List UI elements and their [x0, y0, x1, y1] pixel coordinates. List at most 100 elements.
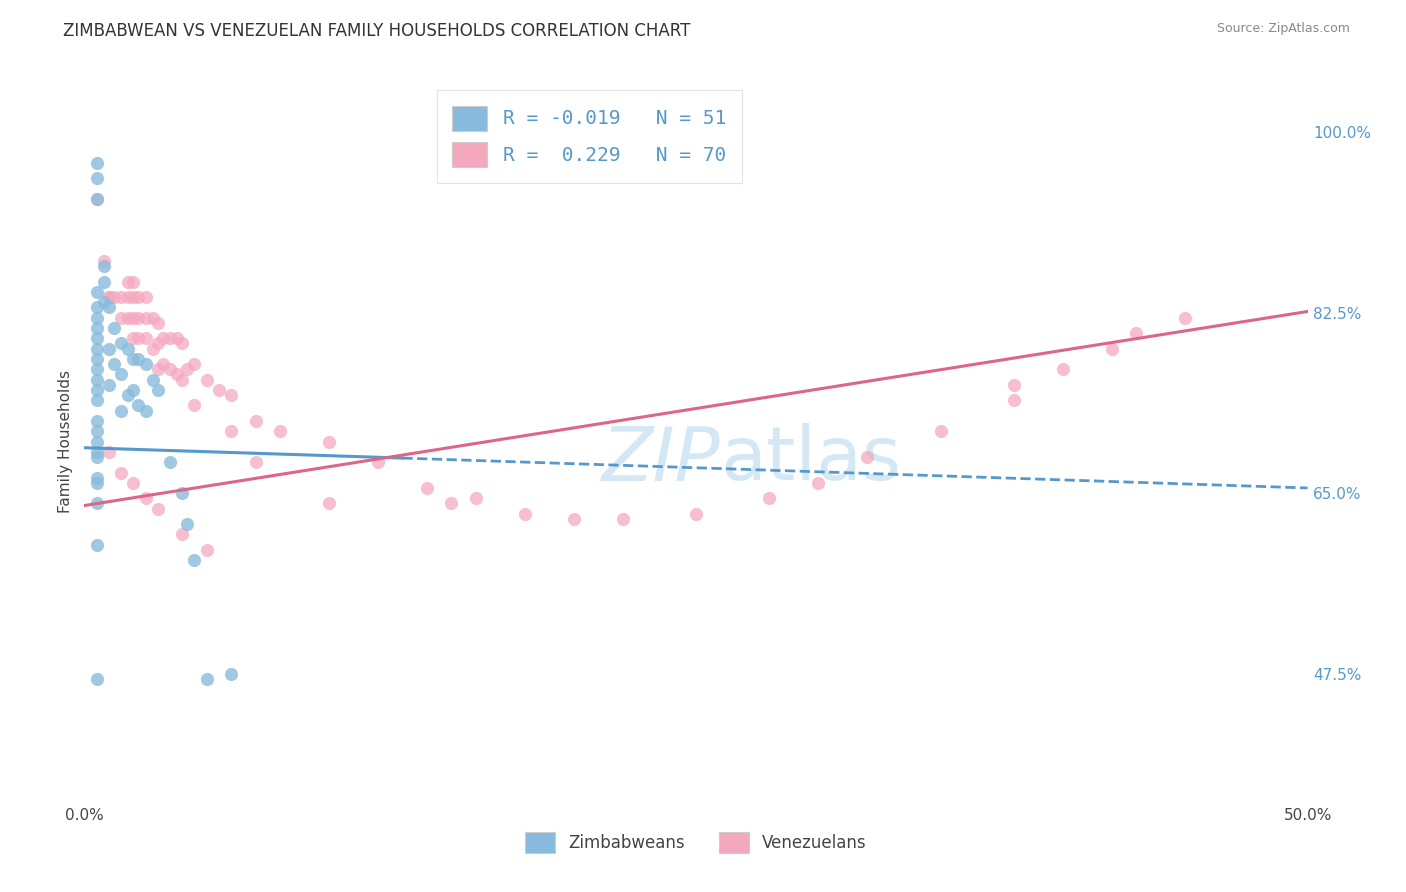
- Point: [86, 351, 108, 366]
- Point: [135, 290, 157, 304]
- Point: [86, 383, 108, 397]
- Point: [93, 295, 115, 310]
- Point: [117, 388, 139, 402]
- Text: Source: ZipAtlas.com: Source: ZipAtlas.com: [1216, 22, 1350, 36]
- Point: [208, 383, 231, 397]
- Point: [86, 434, 108, 449]
- Point: [97, 290, 120, 304]
- Y-axis label: Family Households: Family Households: [58, 370, 73, 513]
- Point: [103, 290, 125, 304]
- Point: [176, 517, 198, 532]
- Point: [146, 336, 169, 351]
- Point: [86, 414, 108, 428]
- Point: [86, 192, 108, 206]
- Point: [110, 336, 132, 351]
- Point: [146, 501, 169, 516]
- Point: [97, 445, 120, 459]
- Point: [612, 512, 634, 526]
- Point: [152, 331, 174, 345]
- Point: [166, 368, 188, 382]
- Point: [86, 450, 108, 464]
- Point: [93, 259, 115, 273]
- Point: [166, 331, 188, 345]
- Point: [856, 450, 879, 464]
- Point: [86, 362, 108, 376]
- Point: [219, 388, 242, 402]
- Point: [122, 383, 145, 397]
- Point: [195, 373, 218, 387]
- Point: [172, 336, 194, 351]
- Point: [122, 351, 145, 366]
- Point: [513, 507, 536, 521]
- Point: [86, 321, 108, 335]
- Point: [159, 362, 181, 376]
- Text: ZIMBABWEAN VS VENEZUELAN FAMILY HOUSEHOLDS CORRELATION CHART: ZIMBABWEAN VS VENEZUELAN FAMILY HOUSEHOL…: [63, 22, 690, 40]
- Point: [93, 254, 115, 268]
- Point: [440, 496, 463, 510]
- Point: [86, 171, 108, 186]
- Point: [195, 672, 218, 686]
- Point: [86, 475, 108, 490]
- Point: [86, 496, 108, 510]
- Point: [367, 455, 389, 469]
- Point: [86, 538, 108, 552]
- Point: [127, 310, 149, 325]
- Point: [117, 275, 139, 289]
- Point: [1125, 326, 1147, 341]
- Point: [110, 290, 132, 304]
- Text: atlas: atlas: [720, 423, 901, 496]
- Point: [1101, 342, 1123, 356]
- Point: [122, 275, 145, 289]
- Point: [110, 403, 132, 417]
- Point: [152, 357, 174, 371]
- Point: [122, 475, 145, 490]
- Point: [1002, 393, 1025, 408]
- Point: [110, 368, 132, 382]
- Point: [122, 331, 145, 345]
- Point: [183, 357, 205, 371]
- Point: [929, 424, 952, 438]
- Point: [1174, 310, 1197, 325]
- Point: [176, 362, 198, 376]
- Point: [245, 455, 267, 469]
- Point: [93, 275, 115, 289]
- Point: [127, 351, 149, 366]
- Point: [1002, 377, 1025, 392]
- Point: [135, 403, 157, 417]
- Point: [110, 310, 132, 325]
- Point: [159, 331, 181, 345]
- Point: [97, 301, 120, 315]
- Point: [86, 331, 108, 345]
- Point: [127, 290, 149, 304]
- Point: [146, 362, 169, 376]
- Point: [245, 414, 267, 428]
- Point: [219, 424, 242, 438]
- Point: [159, 455, 181, 469]
- Point: [172, 373, 194, 387]
- Point: [146, 383, 169, 397]
- Point: [103, 321, 125, 335]
- Point: [142, 310, 165, 325]
- Point: [195, 542, 218, 557]
- Point: [758, 491, 780, 506]
- Point: [318, 434, 340, 449]
- Point: [135, 357, 157, 371]
- Point: [86, 445, 108, 459]
- Point: [562, 512, 585, 526]
- Point: [86, 192, 108, 206]
- Point: [318, 496, 340, 510]
- Point: [685, 507, 707, 521]
- Text: ZIP: ZIP: [602, 424, 720, 496]
- Point: [416, 481, 439, 495]
- Point: [86, 393, 108, 408]
- Point: [86, 342, 108, 356]
- Point: [97, 290, 120, 304]
- Point: [172, 527, 194, 541]
- Point: [269, 424, 291, 438]
- Point: [127, 331, 149, 345]
- Point: [97, 377, 120, 392]
- Point: [183, 398, 205, 412]
- Point: [86, 672, 108, 686]
- Point: [122, 310, 145, 325]
- Point: [807, 475, 830, 490]
